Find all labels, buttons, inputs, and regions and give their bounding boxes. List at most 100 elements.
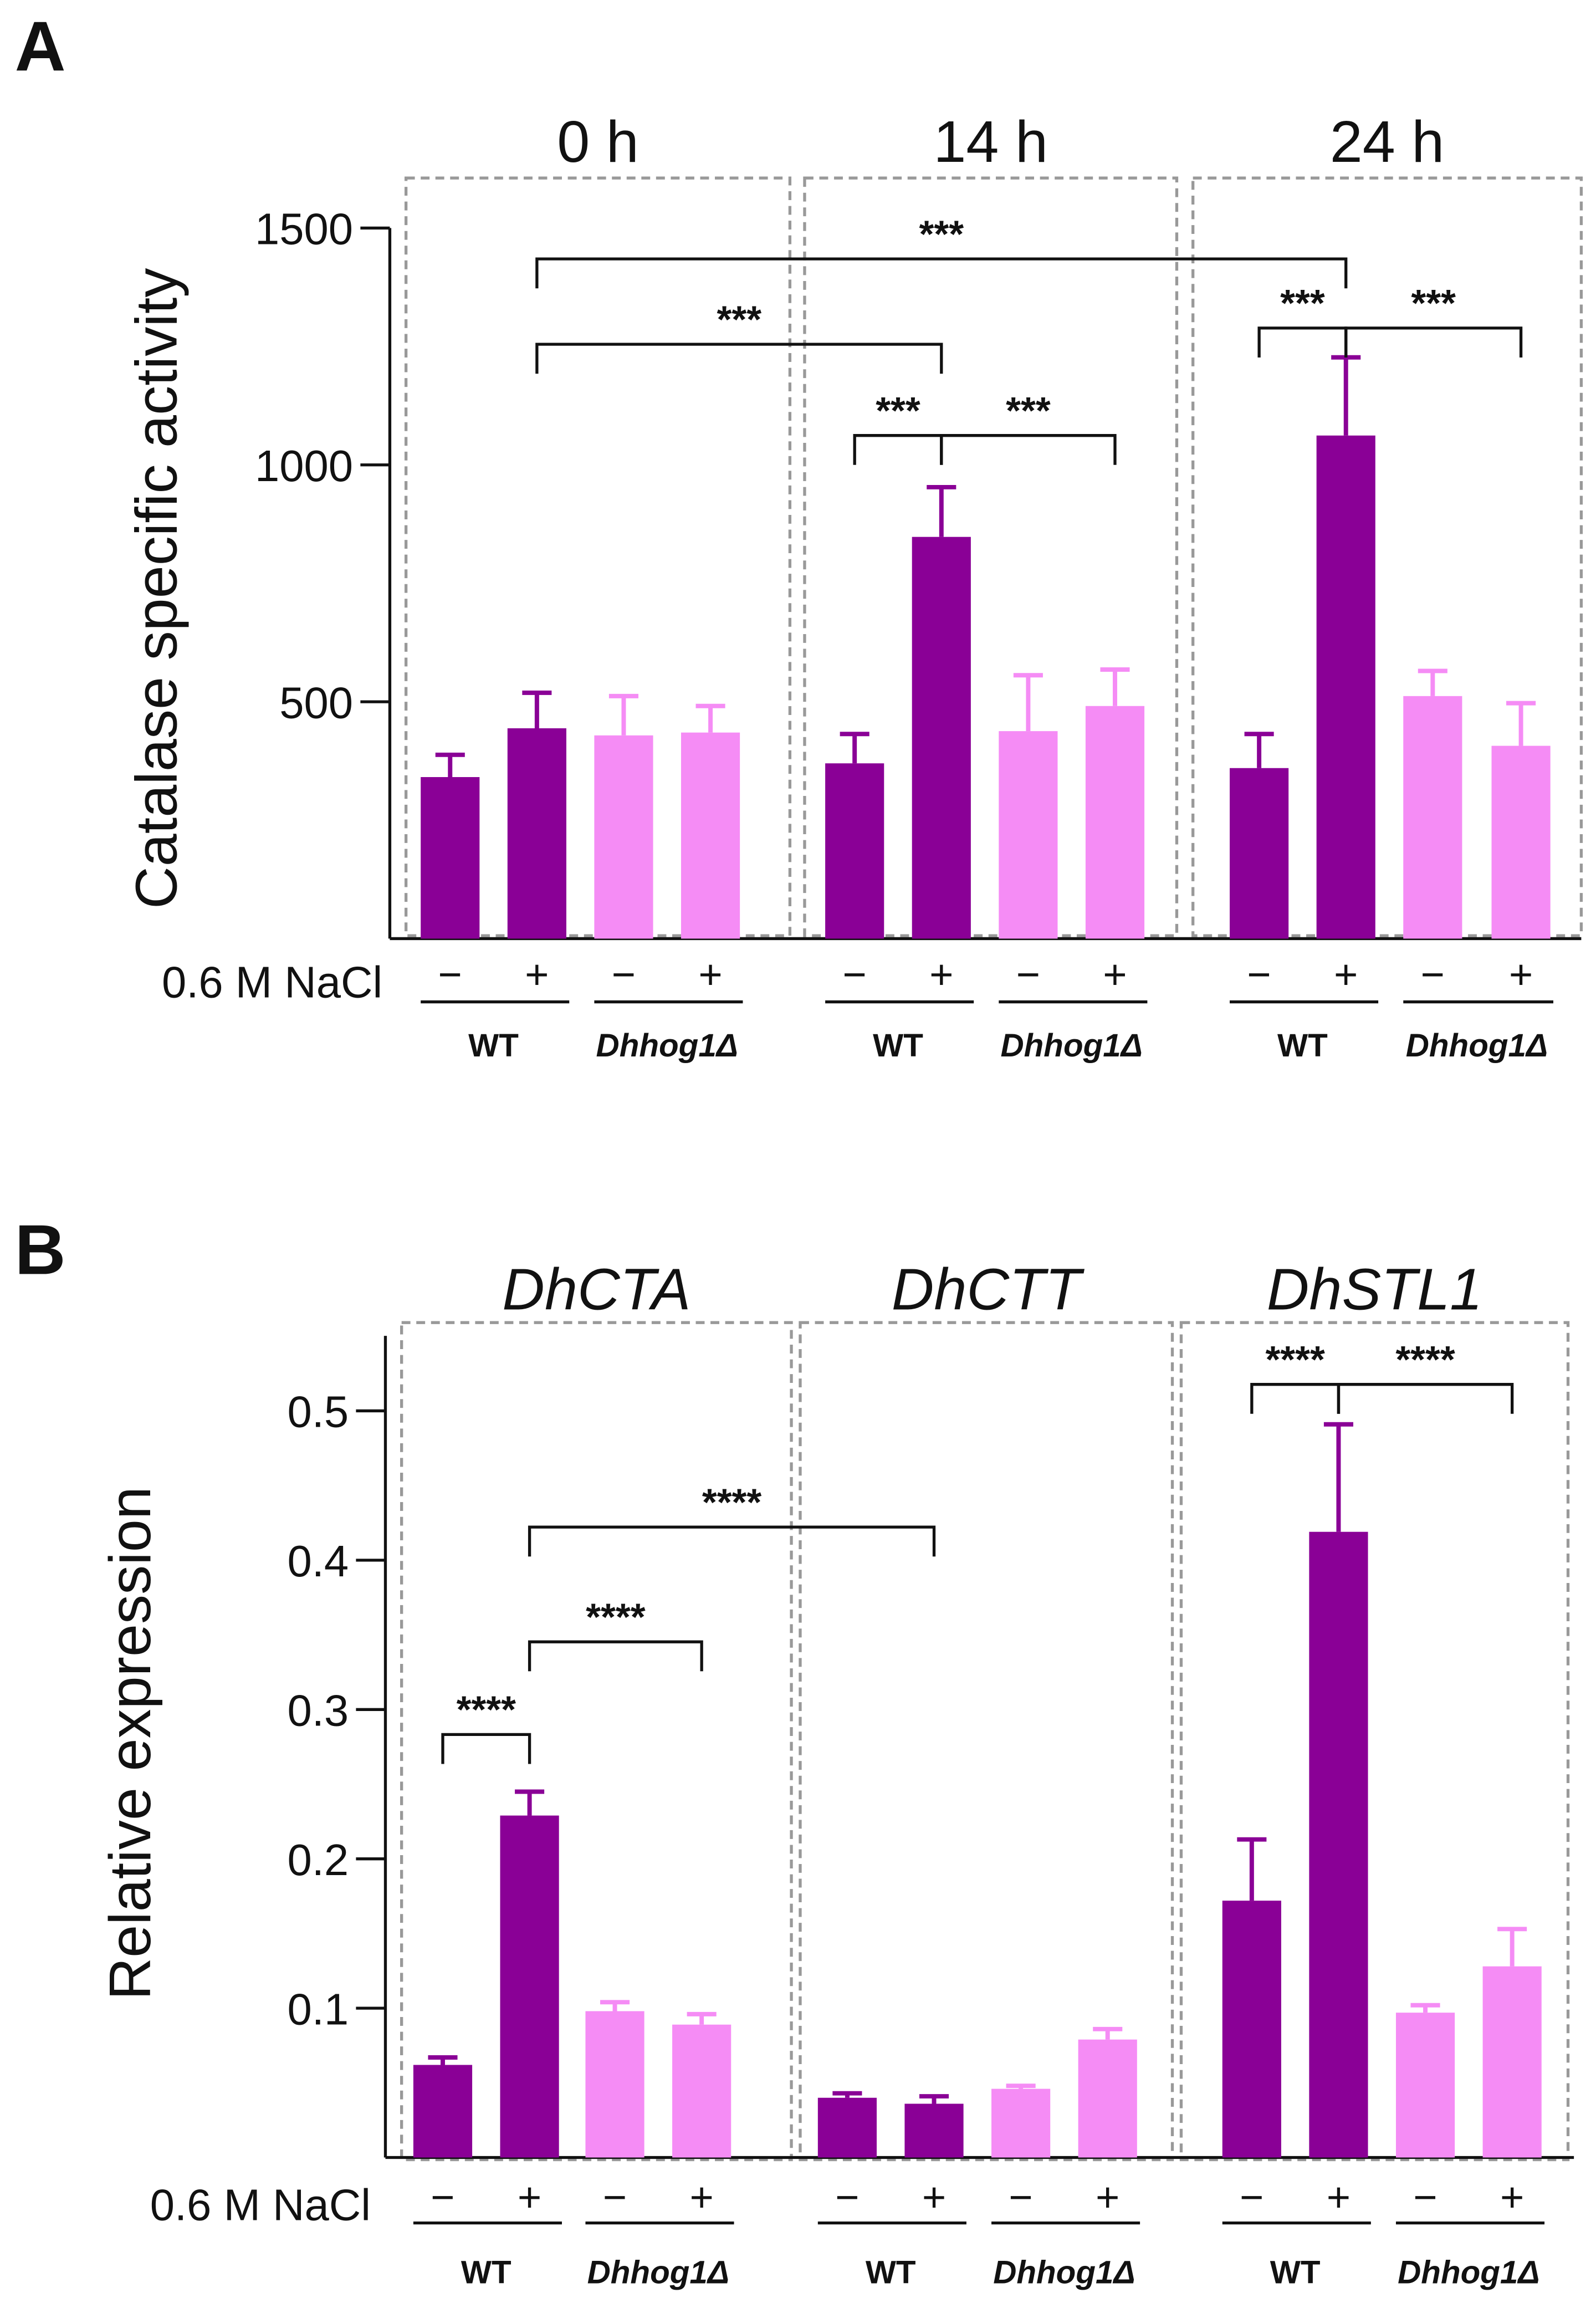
bar-Dhhog1-nacl <box>681 732 740 939</box>
bar-WT-control <box>413 2065 473 2158</box>
bar-Dhhog1-nacl <box>1085 706 1145 939</box>
bar-WT-nacl <box>1309 1531 1368 2158</box>
nacl-sign: + <box>1500 2174 1524 2220</box>
significance-label: *** <box>1411 282 1456 325</box>
bar-WT-control <box>1230 768 1289 939</box>
bar-WT-control <box>1222 1901 1281 2158</box>
strain-label: WT <box>461 2254 511 2290</box>
significance-label: *** <box>1006 389 1051 432</box>
significance-bracket <box>535 257 1348 289</box>
nacl-sign: + <box>525 952 549 998</box>
significance-bracket <box>1337 1383 1514 1414</box>
bar-WT-nacl <box>1316 435 1375 939</box>
y-axis-title: Catalase specific activity <box>124 268 190 909</box>
significance-label: *** <box>717 298 762 341</box>
bar-Dhhog1-control <box>991 2088 1051 2158</box>
strain-label: WT <box>866 2254 916 2290</box>
nacl-sign: + <box>1103 952 1127 998</box>
group-title: 0 h <box>557 109 639 175</box>
bar-WT-nacl <box>912 537 971 939</box>
group-title: 14 h <box>933 109 1048 175</box>
treatment-label: 0.6 M NaCl <box>150 2180 371 2229</box>
panel-letter: A <box>15 7 66 85</box>
bar-Dhhog1-nacl <box>1482 1966 1542 2158</box>
strain-label: WT <box>873 1028 923 1064</box>
significance-bracket <box>441 1733 531 1764</box>
y-tick-label: 0.2 <box>287 1835 349 1885</box>
bar-Dhhog1-nacl <box>1491 745 1551 939</box>
significance-label: **** <box>586 1596 646 1638</box>
nacl-sign: + <box>929 952 953 998</box>
y-tick-label: 0.3 <box>287 1686 349 1735</box>
bar-WT-control <box>817 2097 877 2158</box>
group-box <box>799 1321 1174 2162</box>
bar-Dhhog1-control <box>999 731 1058 939</box>
nacl-sign: + <box>922 2174 946 2220</box>
group-title: DhSTL1 <box>1267 1257 1482 1322</box>
nacl-sign: − <box>1421 952 1445 998</box>
significance-label: *** <box>919 213 964 256</box>
nacl-sign: + <box>698 952 722 998</box>
bar-Dhhog1-nacl <box>1078 2039 1137 2158</box>
panel-letter: B <box>15 1211 66 1289</box>
group-box <box>1191 176 1583 937</box>
nacl-sign: − <box>431 2174 454 2220</box>
y-tick-label: 500 <box>279 678 353 727</box>
strain-label: Dhhog1Δ <box>1398 2254 1539 2290</box>
significance-bracket <box>1250 1383 1341 1414</box>
nacl-sign: + <box>1327 2174 1351 2220</box>
nacl-sign: + <box>1509 952 1533 998</box>
significance-label: *** <box>876 389 920 432</box>
nacl-sign: + <box>518 2174 541 2220</box>
significance-bracket <box>528 1640 703 1672</box>
significance-label: **** <box>1395 1338 1455 1381</box>
treatment-label: 0.6 M NaCl <box>162 958 382 1007</box>
group-title: 24 h <box>1330 109 1445 175</box>
group-box <box>803 176 1179 937</box>
y-tick-label: 1500 <box>255 205 353 254</box>
group-title: DhCTT <box>892 1257 1085 1322</box>
nacl-sign: − <box>1009 2174 1032 2220</box>
strain-label: WT <box>468 1028 519 1064</box>
y-tick-label: 0.5 <box>287 1387 349 1437</box>
group-box <box>400 1321 793 2162</box>
significance-label: *** <box>1280 282 1325 325</box>
nacl-sign: − <box>1413 2174 1437 2220</box>
significance-bracket <box>1344 326 1523 358</box>
nacl-sign: − <box>835 2174 859 2220</box>
significance-label: **** <box>1265 1338 1325 1381</box>
bar-WT-control <box>825 763 884 939</box>
nacl-sign: − <box>842 952 866 998</box>
y-tick-label: 1000 <box>255 441 353 491</box>
nacl-sign: − <box>603 2174 627 2220</box>
y-axis-title: Relative expression <box>98 1487 163 2000</box>
group-box <box>404 176 792 937</box>
significance-bracket <box>853 434 943 465</box>
nacl-sign: − <box>1240 2174 1264 2220</box>
nacl-sign: + <box>1334 952 1358 998</box>
bar-Dhhog1-control <box>594 735 653 939</box>
bar-Dhhog1-control <box>1395 2013 1455 2158</box>
bar-Dhhog1-nacl <box>672 2024 732 2158</box>
significance-label: **** <box>457 1688 516 1731</box>
nacl-sign: − <box>612 952 636 998</box>
strain-label: Dhhog1Δ <box>993 2254 1135 2290</box>
bar-WT-nacl <box>507 728 566 939</box>
strain-label: WT <box>1277 1028 1328 1064</box>
bar-WT-control <box>421 777 480 939</box>
bar-Dhhog1-control <box>1403 696 1462 939</box>
nacl-sign: + <box>689 2174 713 2220</box>
y-tick-label: 0.1 <box>287 1984 349 2034</box>
significance-bracket <box>528 1525 936 1557</box>
significance-label: **** <box>702 1481 762 1524</box>
bar-Dhhog1-control <box>585 2011 644 2158</box>
nacl-sign: − <box>1016 952 1040 998</box>
strain-label: WT <box>1270 2254 1321 2290</box>
strain-label: Dhhog1Δ <box>1000 1028 1142 1064</box>
y-tick-label: 0.4 <box>287 1536 349 1586</box>
significance-bracket <box>535 343 943 374</box>
group-box <box>1179 1321 1570 2162</box>
nacl-sign: − <box>438 952 462 998</box>
strain-label: Dhhog1Δ <box>1406 1028 1548 1064</box>
